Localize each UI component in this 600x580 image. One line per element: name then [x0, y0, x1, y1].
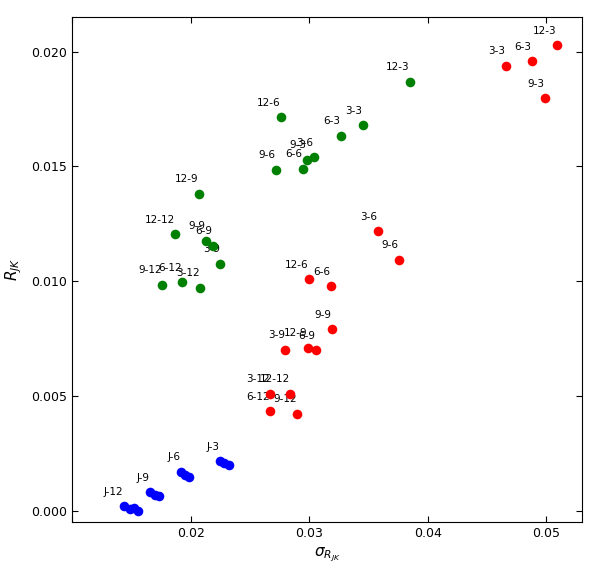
Point: [405, 77, 415, 86]
Text: J-3: J-3: [206, 441, 220, 452]
Point: [395, 255, 404, 264]
Point: [215, 259, 225, 269]
Point: [119, 502, 129, 511]
Text: 12-9: 12-9: [175, 175, 199, 184]
Text: 12-6: 12-6: [257, 97, 280, 107]
Y-axis label: $R_{JK}$: $R_{JK}$: [4, 258, 24, 281]
Text: 6-12: 6-12: [158, 263, 182, 273]
Point: [337, 131, 346, 140]
Text: 9-3: 9-3: [527, 78, 545, 89]
Point: [501, 61, 511, 71]
Text: 6-6: 6-6: [313, 267, 330, 277]
Point: [302, 155, 312, 164]
Point: [185, 472, 194, 481]
Point: [293, 409, 302, 418]
Text: J-6: J-6: [167, 452, 181, 462]
Point: [130, 503, 139, 512]
Text: 12-3: 12-3: [386, 62, 409, 72]
Text: 6-3: 6-3: [323, 116, 341, 126]
Point: [208, 241, 217, 250]
X-axis label: $\sigma_{R_{JK}}$: $\sigma_{R_{JK}}$: [314, 545, 340, 564]
Text: 9-3: 9-3: [290, 140, 307, 150]
Point: [326, 281, 335, 291]
Point: [201, 237, 211, 246]
Point: [298, 164, 308, 173]
Text: 12-6: 12-6: [285, 260, 308, 270]
Text: 9-9: 9-9: [188, 222, 205, 231]
Point: [125, 505, 135, 514]
Point: [157, 280, 167, 289]
Text: 6-9: 6-9: [195, 226, 212, 236]
Text: 6-12: 6-12: [246, 392, 269, 401]
Text: 6-3: 6-3: [515, 42, 532, 52]
Point: [145, 488, 155, 497]
Point: [224, 461, 233, 470]
Text: 3-9: 3-9: [203, 244, 220, 255]
Point: [181, 470, 190, 480]
Text: 3-3: 3-3: [488, 46, 506, 56]
Text: 9-6: 9-6: [382, 241, 399, 251]
Text: 3-6: 3-6: [296, 137, 313, 148]
Point: [150, 490, 160, 499]
Point: [178, 278, 187, 287]
Point: [276, 113, 286, 122]
Text: 12-12: 12-12: [259, 374, 290, 384]
Point: [170, 230, 180, 239]
Point: [311, 346, 321, 355]
Text: 9-6: 9-6: [259, 150, 275, 160]
Point: [541, 93, 550, 103]
Text: 9-12: 9-12: [273, 394, 297, 404]
Text: 9-9: 9-9: [315, 310, 332, 320]
Text: 3-3: 3-3: [345, 106, 362, 115]
Point: [194, 189, 204, 198]
Point: [215, 456, 225, 466]
Text: 3-12: 3-12: [246, 374, 269, 385]
Text: 3-9: 3-9: [268, 331, 285, 340]
Point: [265, 407, 275, 416]
Point: [271, 165, 281, 175]
Text: 6-9: 6-9: [299, 331, 316, 341]
Text: 12-3: 12-3: [533, 26, 557, 36]
Text: 3-6: 3-6: [361, 212, 377, 222]
Text: J-9: J-9: [137, 473, 149, 483]
Point: [358, 121, 367, 130]
Point: [265, 389, 275, 398]
Point: [176, 467, 186, 477]
Point: [527, 57, 537, 66]
Point: [309, 153, 319, 162]
Point: [373, 227, 383, 236]
Point: [328, 325, 337, 334]
Point: [133, 506, 143, 516]
Point: [303, 343, 313, 352]
Point: [286, 389, 295, 398]
Text: 12-9: 12-9: [284, 328, 307, 338]
Point: [195, 284, 205, 293]
Text: J-12: J-12: [104, 487, 124, 496]
Point: [304, 275, 314, 284]
Text: 12-12: 12-12: [145, 215, 175, 224]
Point: [154, 492, 163, 501]
Point: [552, 41, 562, 50]
Point: [220, 458, 229, 467]
Text: 3-12: 3-12: [176, 269, 199, 278]
Text: 9-12: 9-12: [138, 265, 161, 275]
Text: 6-6: 6-6: [286, 149, 302, 159]
Point: [281, 345, 290, 354]
